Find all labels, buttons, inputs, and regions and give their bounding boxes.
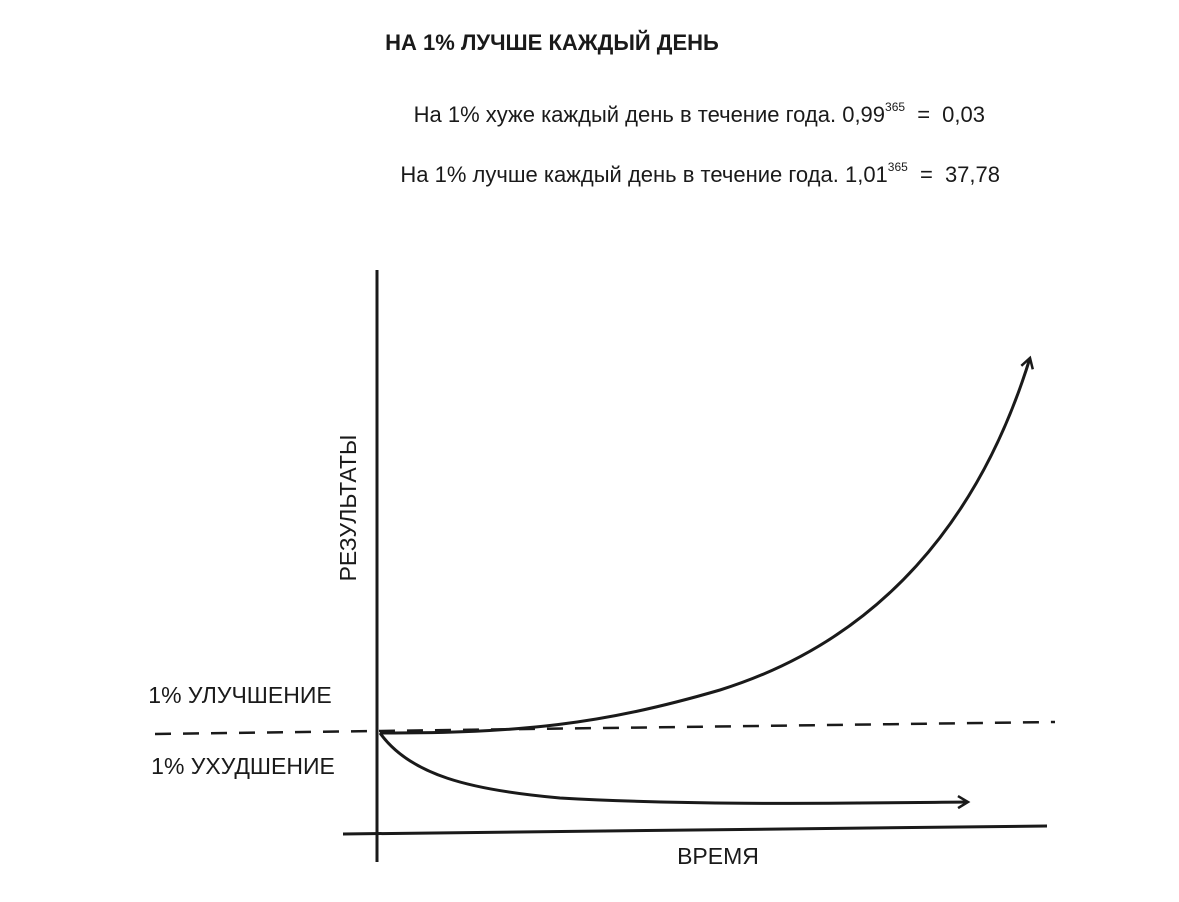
formula: На 1% лучше каждый день в течение года. … [400,154,1000,187]
baseline [154,720,1056,736]
formula-result: 37,78 [945,162,1000,187]
formula-exponent: 365 [885,100,905,114]
formula-exponent: 365 [888,160,908,174]
formula: На 1% хуже каждый день в течение года. 0… [414,94,985,127]
lower-label: 1% УХУДШЕНИЕ [151,753,335,779]
decline-curve [378,732,968,803]
x-axis [342,824,1048,836]
title: НА 1% ЛУЧШЕ КАЖДЫЙ ДЕНЬ [385,30,719,55]
formula-base: 0,99 [842,102,885,127]
formula-equals: = [917,102,930,127]
x-axis-label: ВРЕМЯ [677,843,759,869]
formula-text: На 1% хуже каждый день в течение года. [414,102,836,127]
improve-curve [379,358,1030,735]
formula-equals: = [920,162,933,187]
y-axis-label: РЕЗУЛЬТАТЫ [335,435,361,582]
formula-base: 1,01 [845,162,888,187]
formula-text: На 1% лучше каждый день в течение года. [400,162,838,187]
formula-result: 0,03 [942,102,985,127]
upper-label: 1% УЛУЧШЕНИЕ [148,682,331,708]
